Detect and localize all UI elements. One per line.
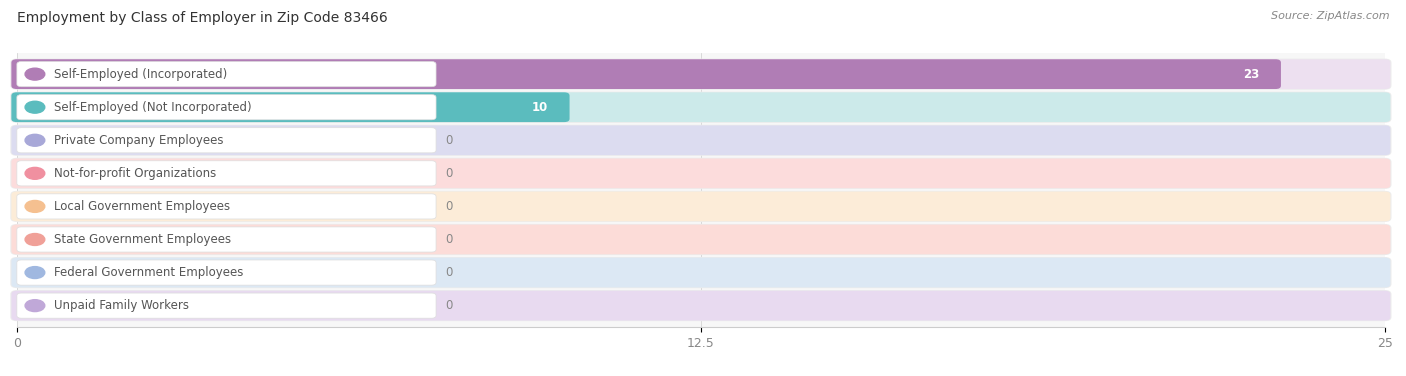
Text: Self-Employed (Incorporated): Self-Employed (Incorporated): [53, 68, 228, 80]
Circle shape: [25, 267, 45, 279]
FancyBboxPatch shape: [11, 224, 1391, 255]
FancyBboxPatch shape: [11, 191, 1391, 221]
Circle shape: [25, 134, 45, 146]
FancyBboxPatch shape: [17, 260, 436, 285]
FancyBboxPatch shape: [11, 258, 1391, 287]
FancyBboxPatch shape: [11, 158, 1391, 188]
FancyBboxPatch shape: [11, 125, 1391, 155]
Circle shape: [25, 200, 45, 212]
FancyBboxPatch shape: [17, 194, 436, 219]
FancyBboxPatch shape: [11, 59, 1281, 89]
Text: 23: 23: [1243, 68, 1258, 80]
Circle shape: [25, 167, 45, 179]
Circle shape: [25, 300, 45, 312]
Text: State Government Employees: State Government Employees: [53, 233, 231, 246]
Text: 0: 0: [446, 299, 453, 312]
Text: 10: 10: [531, 101, 548, 114]
Circle shape: [25, 101, 45, 113]
FancyBboxPatch shape: [10, 224, 1392, 255]
FancyBboxPatch shape: [10, 191, 1392, 222]
FancyBboxPatch shape: [11, 59, 1391, 89]
Text: Self-Employed (Not Incorporated): Self-Employed (Not Incorporated): [53, 101, 252, 114]
Text: Source: ZipAtlas.com: Source: ZipAtlas.com: [1271, 11, 1389, 21]
FancyBboxPatch shape: [10, 290, 1392, 321]
Text: Private Company Employees: Private Company Employees: [53, 134, 224, 147]
Text: Not-for-profit Organizations: Not-for-profit Organizations: [53, 167, 217, 180]
FancyBboxPatch shape: [17, 161, 436, 186]
FancyBboxPatch shape: [17, 227, 436, 252]
Text: Employment by Class of Employer in Zip Code 83466: Employment by Class of Employer in Zip C…: [17, 11, 388, 25]
Text: Federal Government Employees: Federal Government Employees: [53, 266, 243, 279]
FancyBboxPatch shape: [10, 257, 1392, 288]
FancyBboxPatch shape: [11, 291, 1391, 320]
FancyBboxPatch shape: [11, 92, 569, 122]
FancyBboxPatch shape: [17, 62, 436, 87]
FancyBboxPatch shape: [10, 92, 1392, 123]
Text: Local Government Employees: Local Government Employees: [53, 200, 231, 213]
Text: 0: 0: [446, 200, 453, 213]
FancyBboxPatch shape: [17, 128, 436, 153]
Text: Unpaid Family Workers: Unpaid Family Workers: [53, 299, 188, 312]
FancyBboxPatch shape: [17, 95, 436, 120]
Circle shape: [25, 233, 45, 246]
Text: 0: 0: [446, 266, 453, 279]
FancyBboxPatch shape: [17, 293, 436, 318]
Text: 0: 0: [446, 233, 453, 246]
FancyBboxPatch shape: [10, 59, 1392, 90]
Text: 0: 0: [446, 134, 453, 147]
Text: 0: 0: [446, 167, 453, 180]
FancyBboxPatch shape: [10, 158, 1392, 189]
FancyBboxPatch shape: [11, 92, 1391, 122]
FancyBboxPatch shape: [10, 125, 1392, 156]
Circle shape: [25, 68, 45, 80]
